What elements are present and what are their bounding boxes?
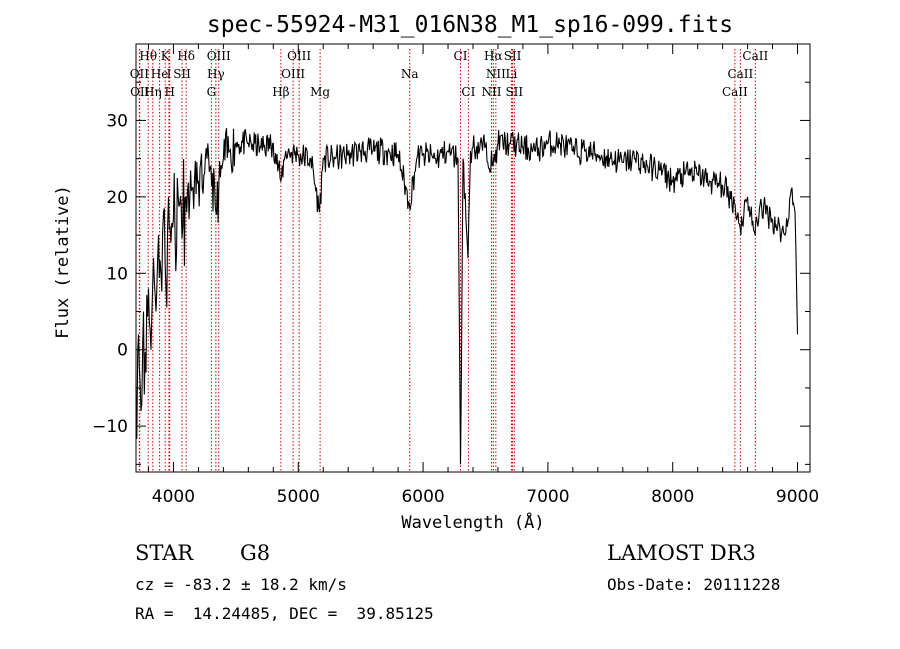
object-subclass: G8 bbox=[240, 541, 271, 565]
spectral-line-label: Hθ bbox=[139, 49, 157, 63]
spectral-line-label: OII bbox=[130, 67, 150, 81]
chart-title: spec-55924-M31_016N38_M1_sp16-099.fits bbox=[207, 12, 733, 38]
x-tick-label: 7000 bbox=[526, 487, 569, 507]
spectral-line-label: CaII bbox=[722, 85, 748, 99]
y-tick-label: 30 bbox=[106, 111, 128, 131]
x-axis-ticks: 4000 5000 6000 7000 8000 9000 bbox=[147, 44, 819, 507]
spectral-line-label: OIII bbox=[287, 49, 311, 63]
spectral-line-label: OIII bbox=[207, 49, 231, 63]
spectral-line-label: CI bbox=[454, 49, 468, 63]
y-tick-label: 0 bbox=[117, 341, 128, 361]
spectral-line-label: OII bbox=[130, 85, 150, 99]
redshift-velocity: cz = -83.2 ± 18.2 km/s bbox=[135, 575, 347, 594]
y-tick-label: 10 bbox=[106, 264, 128, 284]
spectral-line-label: Li bbox=[506, 67, 518, 81]
y-axis-ticks: −10 0 10 20 30 bbox=[92, 81, 810, 465]
flux-spectrum-line bbox=[135, 128, 799, 465]
y-tick-label: −10 bbox=[92, 417, 128, 437]
spectral-line-label: CaII bbox=[727, 67, 753, 81]
spectral-line-label: Na bbox=[401, 67, 419, 81]
ra-dec-coordinates: RA = 14.24485, DEC = 39.85125 bbox=[135, 604, 434, 623]
spectral-line-label: CaII bbox=[742, 49, 768, 63]
spectral-line-label: CI bbox=[461, 85, 475, 99]
x-axis-label: Wavelength (Å) bbox=[401, 511, 544, 533]
x-tick-label: 9000 bbox=[776, 487, 819, 507]
object-class: STAR bbox=[135, 541, 194, 565]
y-axis-label: Flux (relative) bbox=[53, 185, 73, 339]
x-tick-label: 4000 bbox=[152, 487, 195, 507]
spectral-line-label: G bbox=[207, 85, 217, 99]
spectral-line-label: I bbox=[167, 67, 172, 81]
spectral-line-label: OIII bbox=[281, 67, 305, 81]
spectral-line-label: NII bbox=[481, 85, 501, 99]
survey-name: LAMOST DR3 bbox=[607, 541, 756, 565]
spectral-line-label: K bbox=[161, 49, 171, 63]
spectral-line-label: He bbox=[151, 67, 169, 81]
spectral-line-label: Hγ bbox=[207, 67, 225, 81]
spectral-line-label: Hη bbox=[144, 85, 162, 99]
spectral-line-label: NII bbox=[486, 67, 506, 81]
spectral-line-label: SII bbox=[505, 85, 523, 99]
x-tick-label: 8000 bbox=[651, 487, 694, 507]
spectral-line-label: SII bbox=[173, 67, 191, 81]
spectral-line-label: Hβ bbox=[272, 85, 289, 99]
spectral-line-label: H bbox=[164, 85, 174, 99]
spectral-line-label: Mg bbox=[310, 85, 330, 99]
spectral-line-label: SII bbox=[504, 49, 522, 63]
flux-series-group bbox=[135, 128, 799, 465]
plot-frame bbox=[135, 43, 811, 473]
y-tick-label: 20 bbox=[106, 188, 128, 208]
spectral-line-label: Hδ bbox=[177, 49, 195, 63]
x-tick-label: 5000 bbox=[277, 487, 320, 507]
x-tick-label: 6000 bbox=[401, 487, 444, 507]
spectral-line-markers bbox=[138, 49, 756, 472]
spectral-line-label: Hα bbox=[484, 49, 503, 63]
observation-date: Obs-Date: 20111228 bbox=[607, 575, 781, 594]
